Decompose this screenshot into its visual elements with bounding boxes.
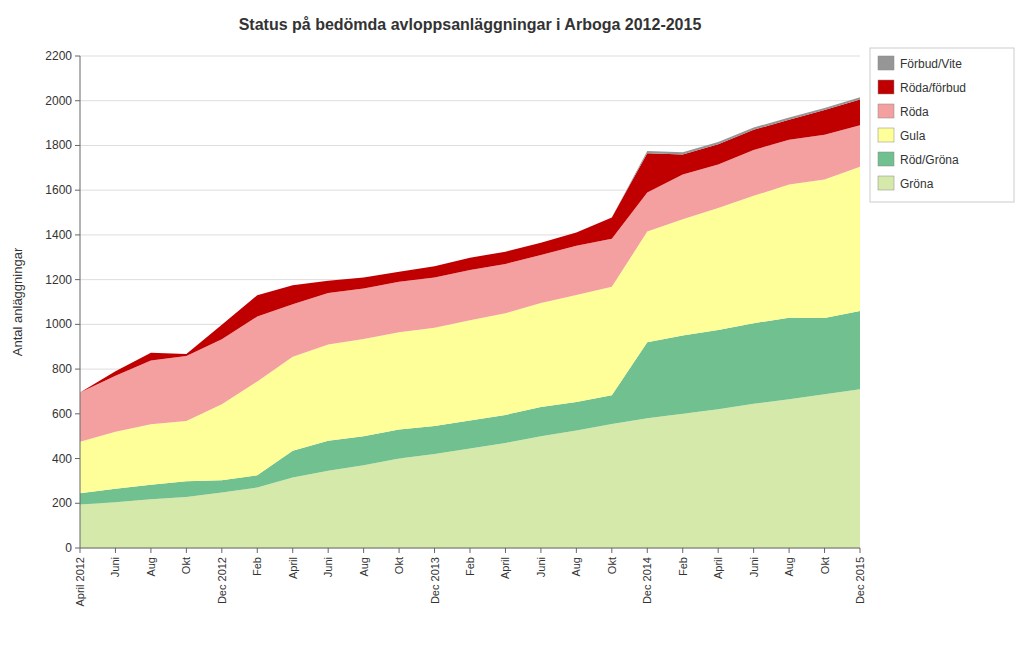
x-tick-label: Aug [358, 557, 370, 577]
legend-label: Gröna [900, 177, 934, 191]
y-tick [75, 56, 80, 57]
y-axis-line [80, 56, 81, 548]
grid-line [80, 56, 860, 57]
y-tick [75, 369, 80, 370]
y-tick [75, 145, 80, 146]
x-tick [292, 548, 293, 553]
y-tick-label: 0 [65, 541, 72, 555]
x-tick-label: Juni [109, 557, 121, 577]
x-tick-label: Aug [783, 557, 795, 577]
x-tick-label: Feb [251, 557, 263, 576]
grid-line [80, 100, 860, 101]
legend-swatch [878, 176, 894, 190]
legend-swatch [878, 152, 894, 166]
legend-label: Röda/förbud [900, 81, 966, 95]
x-tick [434, 548, 435, 553]
x-tick-label: Aug [570, 557, 582, 577]
area-series [80, 97, 860, 392]
x-tick [115, 548, 116, 553]
x-tick [611, 548, 612, 553]
x-tick [221, 548, 222, 553]
y-tick-label: 1400 [45, 228, 72, 242]
x-tick-label: April 2012 [74, 557, 86, 607]
x-tick [363, 548, 364, 553]
legend: Förbud/Vite Röda/förbud Röda Gula Röd/Gröna G… [870, 48, 1014, 202]
y-tick [75, 279, 80, 280]
legend-label: Röda [900, 105, 929, 119]
x-tick-label: Juni [748, 557, 760, 577]
x-tick [540, 548, 541, 553]
x-tick-label: Juni [322, 557, 334, 577]
y-tick [75, 548, 80, 549]
areas [80, 97, 860, 548]
x-tick [186, 548, 187, 553]
area-series [80, 167, 860, 494]
x-tick [150, 548, 151, 553]
x-tick-label: April [287, 557, 299, 579]
x-tick-label: Dec 2013 [429, 557, 441, 604]
x-tick [257, 548, 258, 553]
y-tick-label: 2000 [45, 94, 72, 108]
legend-swatch [878, 56, 894, 70]
y-tick-label: 1000 [45, 317, 72, 331]
x-tick [824, 548, 825, 553]
x-tick-label: Juni [535, 557, 547, 577]
x-tick [470, 548, 471, 553]
y-tick-label: 1200 [45, 273, 72, 287]
x-tick-label: Feb [464, 557, 476, 576]
x-tick-label: Dec 2012 [216, 557, 228, 604]
y-tick-label: 1800 [45, 138, 72, 152]
x-tick-label: Feb [677, 557, 689, 576]
x-tick-label: Dec 2014 [641, 557, 653, 604]
legend-box [870, 48, 1014, 202]
x-tick [753, 548, 754, 553]
x-tick-label: Aug [145, 557, 157, 577]
y-axis-label: Antal anläggningar [10, 247, 25, 356]
y-tick [75, 234, 80, 235]
x-tick [328, 548, 329, 553]
x-tick [576, 548, 577, 553]
legend-label: Röd/Gröna [900, 153, 959, 167]
x-tick-label: Okt [393, 557, 405, 574]
legend-swatch [878, 128, 894, 142]
x-tick-label: Okt [819, 557, 831, 574]
y-tick [75, 190, 80, 191]
y-tick [75, 100, 80, 101]
area-series [80, 125, 860, 441]
y-tick-label: 600 [52, 407, 72, 421]
legend-swatch [878, 104, 894, 118]
chart: 0 200 400 600 800 1000 1200 1400 1600 1800 2000 220… [0, 0, 1024, 650]
x-tick [647, 548, 648, 553]
y-tick-label: 2200 [45, 49, 72, 63]
area-series [80, 100, 860, 393]
chart-title: Status på bedömda avloppsanläggningar i … [239, 16, 702, 33]
x-tick-label: Okt [606, 557, 618, 574]
x-axis: April 2012 Juni Aug Okt Dec 2012 Feb April Juni… [74, 548, 866, 607]
x-tick [80, 548, 81, 553]
y-tick [75, 324, 80, 325]
y-tick [75, 503, 80, 504]
x-tick [789, 548, 790, 553]
x-tick-label: Dec 2015 [854, 557, 866, 604]
x-tick [505, 548, 506, 553]
y-tick [75, 413, 80, 414]
y-tick [75, 458, 80, 459]
y-tick-label: 400 [52, 452, 72, 466]
x-tick-label: April [712, 557, 724, 579]
legend-label: Gula [900, 129, 926, 143]
x-tick-label: April [499, 557, 511, 579]
x-tick [399, 548, 400, 553]
legend-label: Förbud/Vite [900, 57, 962, 71]
x-tick [682, 548, 683, 553]
x-tick [860, 548, 861, 553]
chart-container: 0 200 400 600 800 1000 1200 1400 1600 1800 2000 220… [0, 0, 1024, 650]
x-tick [718, 548, 719, 553]
y-grid: 0 200 400 600 800 1000 1200 1400 1600 1800 2000 220… [45, 49, 860, 555]
x-tick-label: Okt [180, 557, 192, 574]
legend-swatch [878, 80, 894, 94]
y-tick-label: 1600 [45, 183, 72, 197]
y-tick-label: 200 [52, 496, 72, 510]
y-tick-label: 800 [52, 362, 72, 376]
